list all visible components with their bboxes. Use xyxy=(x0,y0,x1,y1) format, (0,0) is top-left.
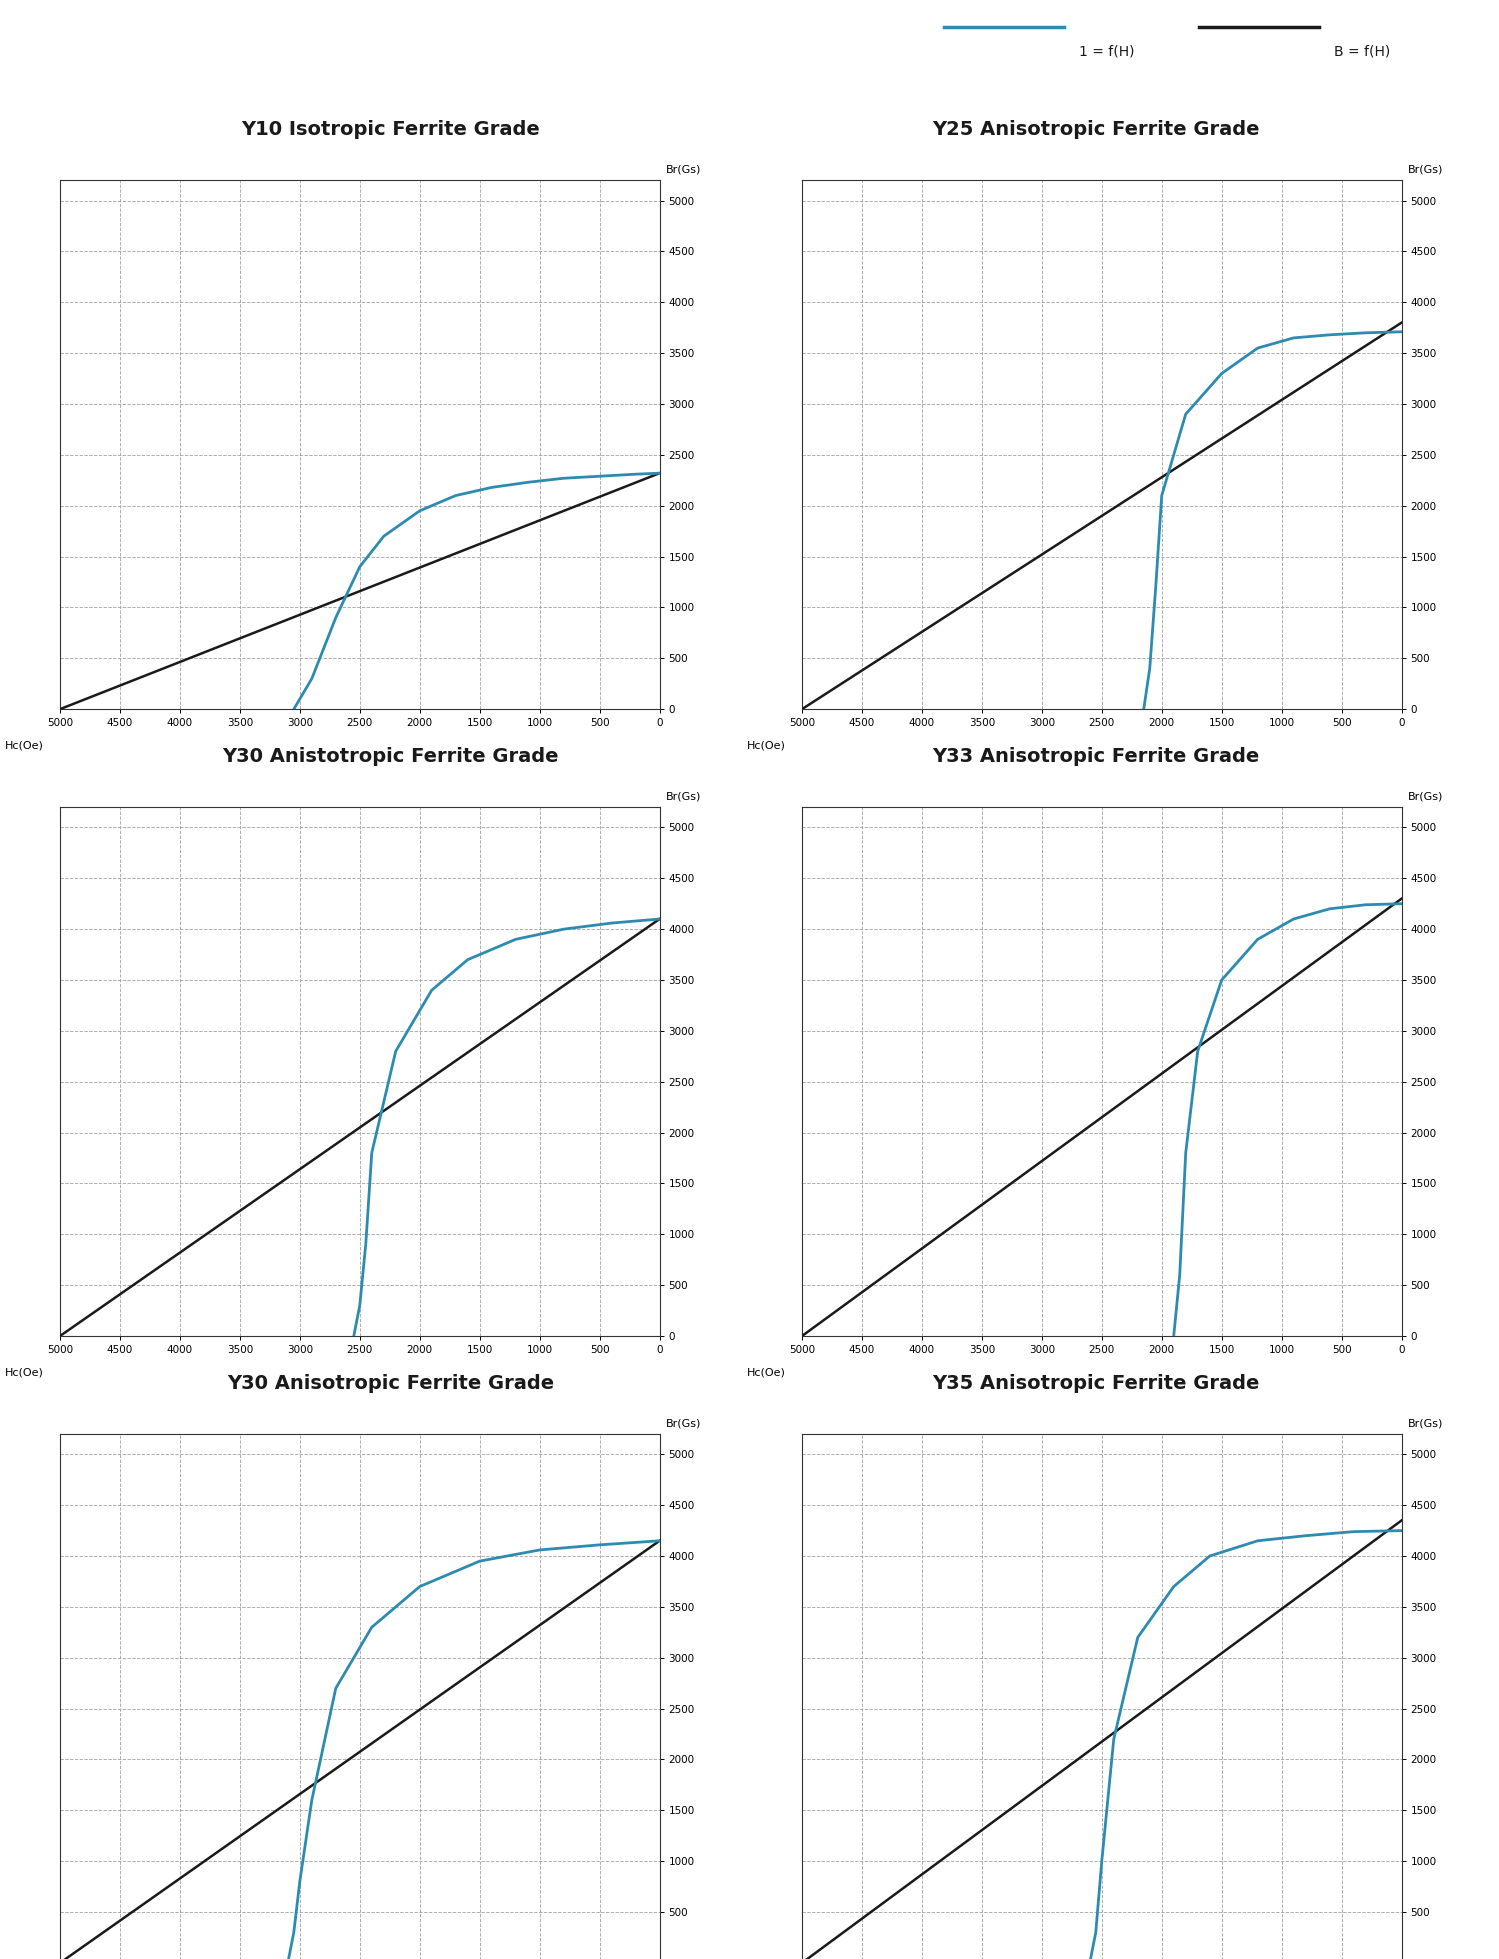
Text: Y25 Anisotropic Ferrite Grade: Y25 Anisotropic Ferrite Grade xyxy=(932,119,1259,139)
Y-axis label: Br(Gs): Br(Gs) xyxy=(666,165,702,174)
Y-axis label: Br(Gs): Br(Gs) xyxy=(1408,1418,1444,1428)
Text: Y35 Anisotropic Ferrite Grade: Y35 Anisotropic Ferrite Grade xyxy=(932,1373,1259,1393)
Text: Y33 Anisotropic Ferrite Grade: Y33 Anisotropic Ferrite Grade xyxy=(932,746,1259,766)
Y-axis label: Br(Gs): Br(Gs) xyxy=(1408,165,1444,174)
Y-axis label: Br(Gs): Br(Gs) xyxy=(666,1418,702,1428)
Text: 1 = f(H): 1 = f(H) xyxy=(1079,45,1135,59)
Text: B = f(H): B = f(H) xyxy=(1334,45,1391,59)
Text: Y30 Anistotropic Ferrite Grade: Y30 Anistotropic Ferrite Grade xyxy=(222,746,559,766)
X-axis label: Hc(Oe): Hc(Oe) xyxy=(747,1367,785,1377)
Text: Y30 Anisotropic Ferrite Grade: Y30 Anisotropic Ferrite Grade xyxy=(226,1373,555,1393)
Y-axis label: Br(Gs): Br(Gs) xyxy=(1408,791,1444,801)
X-axis label: Hc(Oe): Hc(Oe) xyxy=(747,741,785,750)
X-axis label: Hc(Oe): Hc(Oe) xyxy=(4,741,43,750)
Y-axis label: Br(Gs): Br(Gs) xyxy=(666,791,702,801)
Text: Y10 Isotropic Ferrite Grade: Y10 Isotropic Ferrite Grade xyxy=(241,119,540,139)
X-axis label: Hc(Oe): Hc(Oe) xyxy=(4,1367,43,1377)
